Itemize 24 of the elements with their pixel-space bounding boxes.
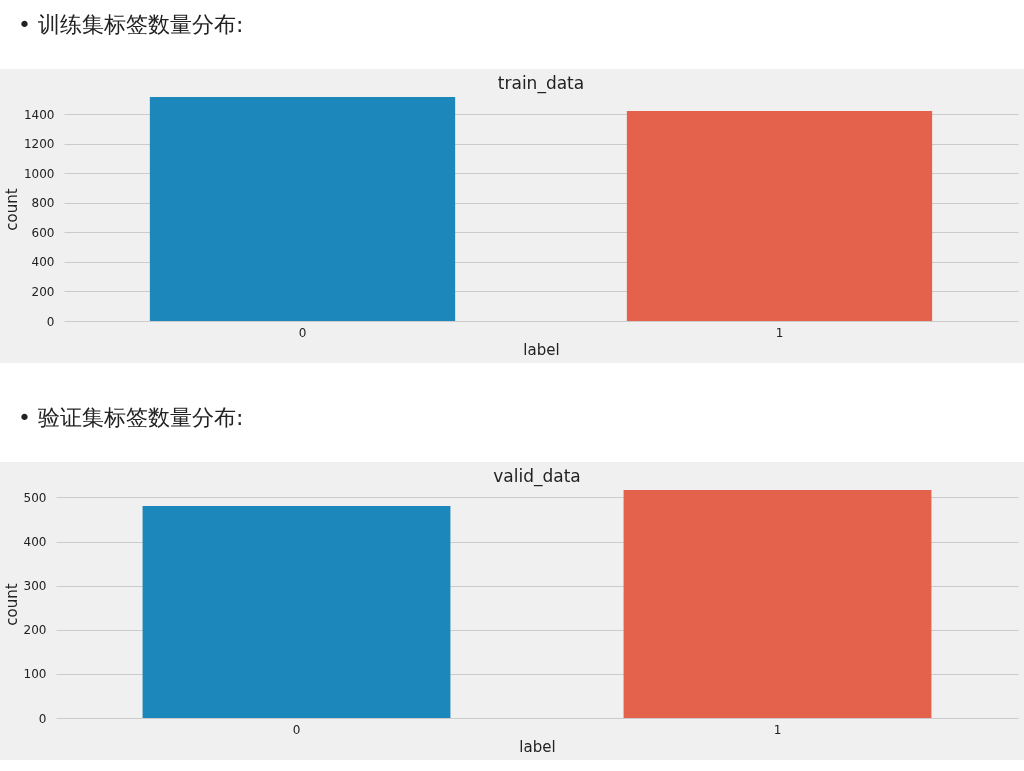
y-tick-label: 1000	[23, 166, 55, 181]
y-axis-title: count	[2, 583, 21, 626]
y-tick-label: 600	[31, 225, 55, 240]
y-axis-title: count	[2, 188, 21, 231]
y-tick-label: 200	[23, 623, 47, 638]
x-axis-title: label	[523, 340, 560, 359]
chart-title: valid_data	[493, 466, 581, 487]
x-tick-label: 1	[775, 325, 784, 340]
y-tick-label: 0	[38, 711, 47, 726]
y-tick-label: 100	[23, 667, 47, 682]
y-tick-label: 1200	[23, 137, 55, 152]
x-tick-label: 1	[773, 722, 782, 737]
text: • 训练集标签数量分布:	[18, 11, 245, 39]
y-tick-label: 400	[31, 255, 55, 270]
y-tick-label: 500	[23, 491, 47, 505]
y-tick-label: 800	[31, 196, 55, 211]
y-tick-label: 300	[23, 579, 47, 594]
text: • 验证集标签数量分布:	[18, 404, 245, 432]
y-tick-label: 0	[46, 314, 55, 329]
y-tick-label: 1400	[23, 107, 55, 122]
chart-title: train_data	[497, 73, 585, 94]
y-tick-label: 200	[31, 284, 55, 299]
x-axis-title: label	[519, 737, 556, 756]
y-tick-label: 400	[23, 535, 47, 550]
